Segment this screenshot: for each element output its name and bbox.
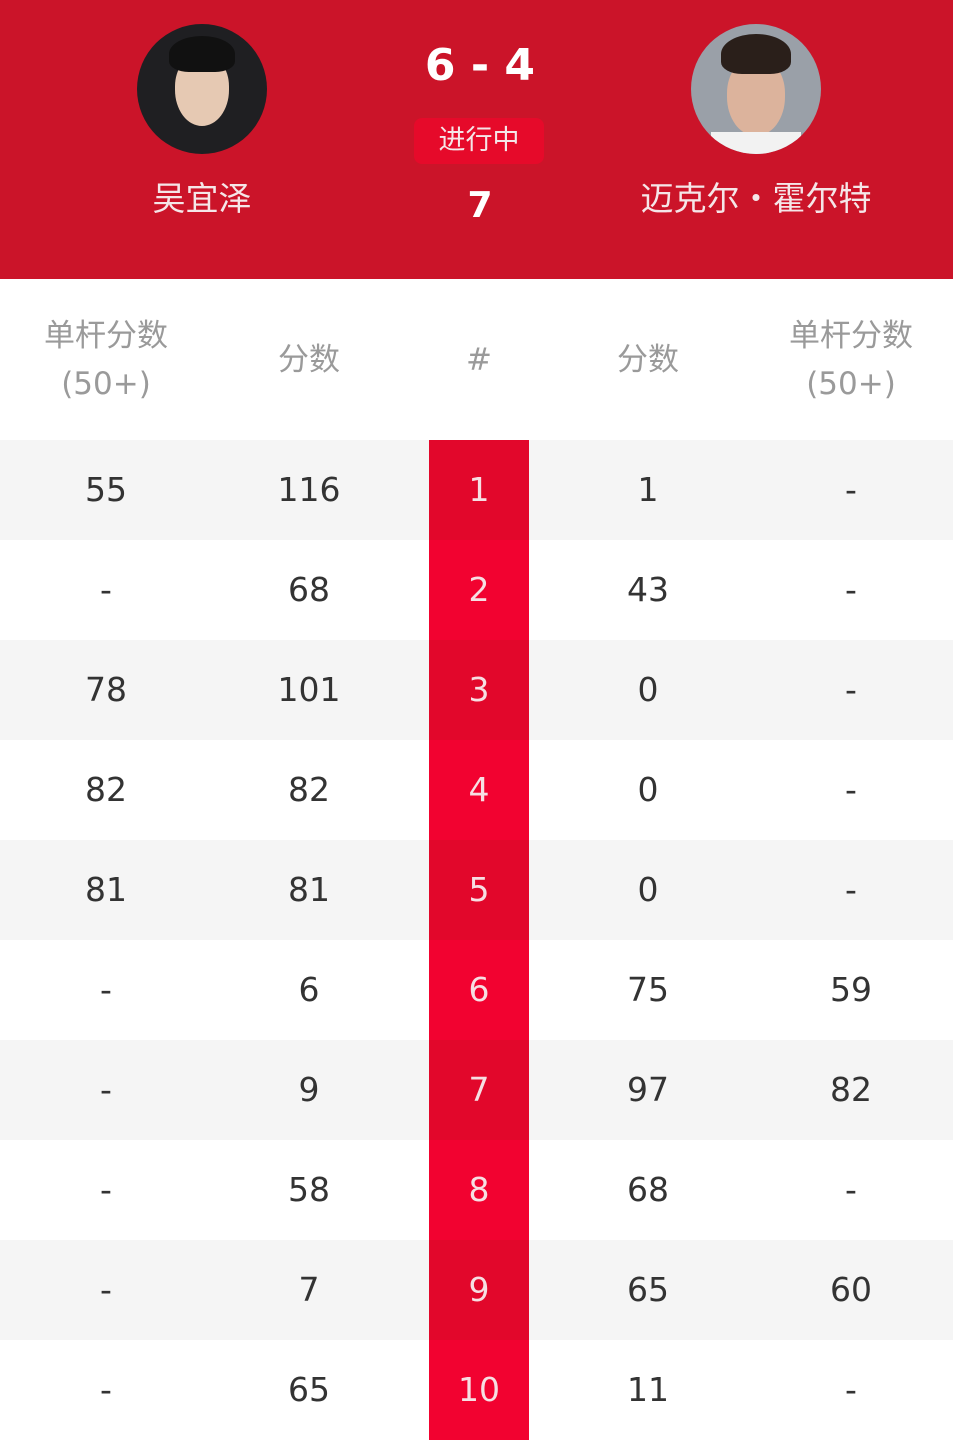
left-score-cell: 68 — [288, 570, 330, 609]
left-score-cell: 81 — [288, 870, 330, 909]
right-break-cell: - — [845, 870, 857, 909]
header-frame: # — [466, 342, 492, 378]
frame-number-cell: 9 — [429, 1240, 529, 1340]
left-break-cell: - — [100, 1370, 112, 1409]
header-label: (50+) — [806, 366, 896, 402]
left-break-cell: - — [100, 570, 112, 609]
table-row: - 6 6 75 59 — [0, 940, 953, 1040]
table-row: 81 81 5 0 - — [0, 840, 953, 940]
shirt-shape — [711, 132, 801, 154]
table-row: 78 101 3 0 - — [0, 640, 953, 740]
left-score-cell: 82 — [288, 770, 330, 809]
left-break-cell: - — [100, 970, 112, 1009]
right-break-cell: - — [845, 1170, 857, 1209]
right-score-cell: 65 — [627, 1270, 669, 1309]
left-break-cell: 81 — [85, 870, 127, 909]
match-score: 6 - 4 — [424, 40, 536, 91]
player-right-avatar[interactable] — [691, 24, 821, 154]
match-header: 吴宜泽 迈克尔・霍尔特 6 - 4 进行中 7 — [0, 0, 953, 279]
frame-number-cell: 1 — [429, 440, 529, 540]
left-score-cell: 101 — [277, 670, 341, 709]
right-break-cell: - — [845, 1370, 857, 1409]
table-row: - 65 10 11 - — [0, 1340, 953, 1440]
table-header: 单杆分数 (50+) 分数 # 分数 单杆分数 (50+) — [0, 280, 953, 440]
frame-number-cell: 7 — [429, 1040, 529, 1140]
frame-number-cell: 6 — [429, 940, 529, 1040]
left-score-cell: 6 — [298, 970, 320, 1009]
table-row: 82 82 4 0 - — [0, 740, 953, 840]
right-break-cell: - — [845, 470, 857, 509]
right-score-cell: 75 — [627, 970, 669, 1009]
table-row: - 58 8 68 - — [0, 1140, 953, 1240]
header-label: (50+) — [61, 366, 151, 402]
right-score-cell: 43 — [627, 570, 669, 609]
header-right-score: 分数 — [617, 342, 679, 378]
left-break-cell: - — [100, 1270, 112, 1309]
right-score-cell: 0 — [637, 670, 659, 709]
status-badge: 进行中 — [414, 118, 544, 164]
frame-number-cell: 8 — [429, 1140, 529, 1240]
right-break-cell: 82 — [830, 1070, 872, 1109]
left-break-cell: 82 — [85, 770, 127, 809]
header-label: 单杆分数 — [44, 318, 168, 354]
right-score-cell: 1 — [637, 470, 659, 509]
right-score-cell: 97 — [627, 1070, 669, 1109]
table-row: 55 116 1 1 - — [0, 440, 953, 540]
right-break-cell: 59 — [830, 970, 872, 1009]
left-break-cell: 78 — [85, 670, 127, 709]
player-left-name[interactable]: 吴宜泽 — [152, 179, 252, 218]
left-break-cell: - — [100, 1170, 112, 1209]
left-score-cell: 65 — [288, 1370, 330, 1409]
frame-number-cell: 4 — [429, 740, 529, 840]
right-score-cell: 0 — [637, 870, 659, 909]
frame-number-cell: 3 — [429, 640, 529, 740]
table-row: - 7 9 65 60 — [0, 1240, 953, 1340]
right-score-cell: 68 — [627, 1170, 669, 1209]
frame-number-cell: 5 — [429, 840, 529, 940]
left-score-cell: 58 — [288, 1170, 330, 1209]
player-left-avatar[interactable] — [137, 24, 267, 154]
right-break-cell: - — [845, 770, 857, 809]
frame-number-cell: 10 — [429, 1340, 529, 1440]
table-row: - 68 2 43 - — [0, 540, 953, 640]
header-label: 单杆分数 — [789, 318, 913, 354]
right-break-cell: - — [845, 570, 857, 609]
player-right-name[interactable]: 迈克尔・霍尔特 — [640, 179, 872, 218]
right-break-cell: - — [845, 670, 857, 709]
left-score-cell: 9 — [298, 1070, 320, 1109]
header-right-break: 单杆分数 (50+) — [751, 312, 951, 408]
left-break-cell: - — [100, 1070, 112, 1109]
right-break-cell: 60 — [830, 1270, 872, 1309]
table-row: -9 7 97 82 — [0, 1040, 953, 1140]
right-score-cell: 11 — [627, 1370, 669, 1409]
left-break-cell: 55 — [85, 470, 127, 509]
left-score-cell: 116 — [277, 470, 341, 509]
header-left-score: 分数 — [278, 342, 340, 378]
hair-shape — [721, 34, 791, 74]
header-left-break: 单杆分数 (50+) — [6, 312, 206, 408]
left-score-cell: 7 — [298, 1270, 320, 1309]
hair-shape — [169, 36, 235, 72]
current-frame: 7 — [467, 185, 493, 226]
frame-number-cell: 2 — [429, 540, 529, 640]
right-score-cell: 0 — [637, 770, 659, 809]
